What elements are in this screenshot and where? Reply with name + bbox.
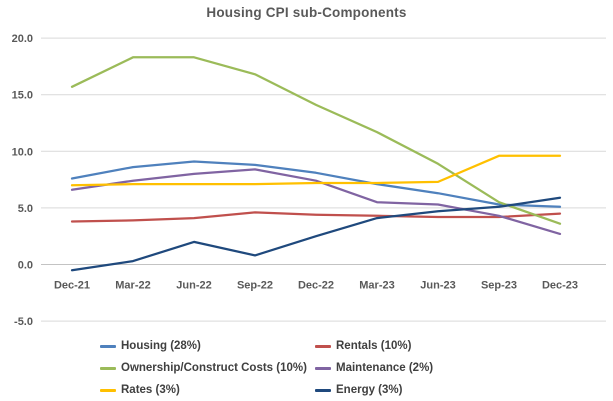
x-axis-tick-label: Dec-23: [542, 280, 578, 292]
y-axis-tick-label: 0.0: [18, 260, 33, 272]
legend-label: Rates (3%): [121, 384, 180, 396]
y-axis-tick-label: 5.0: [18, 203, 33, 215]
series-line-housing-28: [70, 160, 562, 208]
legend-label: Maintenance (2%): [336, 362, 434, 374]
legend-item-energy-3: Energy (3%): [315, 384, 433, 396]
legend-line-marker: [100, 366, 116, 370]
legend-label: Ownership/Construct Costs (10%): [121, 362, 307, 374]
legend-item-housing-28: Housing (28%): [100, 340, 315, 352]
legend-line-marker: [315, 344, 331, 348]
series-line-energy-3: [70, 196, 562, 272]
series-line-rentals-10: [70, 211, 562, 223]
x-axis-tick-label: Sep-22: [237, 280, 273, 292]
chart-legend: Housing (28%) Rentals (10%) Ownership/Cons…: [100, 335, 433, 401]
x-axis-tick-label: Jun-23: [420, 280, 455, 292]
legend-item-rentals-10: Rentals (10%): [315, 340, 433, 352]
series-line-ownership-construct-costs-10: [70, 56, 562, 225]
legend-line-marker: [315, 366, 331, 370]
x-axis-tick-label: Dec-22: [298, 280, 334, 292]
legend-line-marker: [315, 388, 331, 392]
y-axis-tick-label: -5.0: [14, 316, 33, 328]
legend-item-ownership-construct-costs-10: Ownership/Construct Costs (10%): [100, 362, 315, 374]
legend-label: Rentals (10%): [336, 340, 412, 352]
legend-label: Housing (28%): [121, 340, 201, 352]
x-axis-tick-label: Mar-22: [115, 280, 150, 292]
series-line-rates-3: [70, 154, 562, 187]
x-axis-tick-label: Mar-23: [359, 280, 394, 292]
y-axis-tick-label: 10.0: [12, 146, 33, 158]
legend-item-rates-3: Rates (3%): [100, 384, 315, 396]
y-axis-tick-label: 20.0: [12, 33, 33, 45]
x-axis-tick-label: Sep-23: [481, 280, 517, 292]
series-line-maintenance-2: [70, 168, 562, 236]
x-axis-tick-label: Dec-21: [54, 280, 90, 292]
legend-label: Energy (3%): [336, 384, 403, 396]
legend-line-marker: [100, 344, 116, 348]
y-axis-tick-label: 15.0: [12, 90, 33, 102]
legend-item-maintenance-2: Maintenance (2%): [315, 362, 433, 374]
x-axis-tick-label: Jun-22: [176, 280, 211, 292]
legend-line-marker: [100, 388, 116, 392]
chart-title: Housing CPI sub-Components: [206, 5, 407, 20]
